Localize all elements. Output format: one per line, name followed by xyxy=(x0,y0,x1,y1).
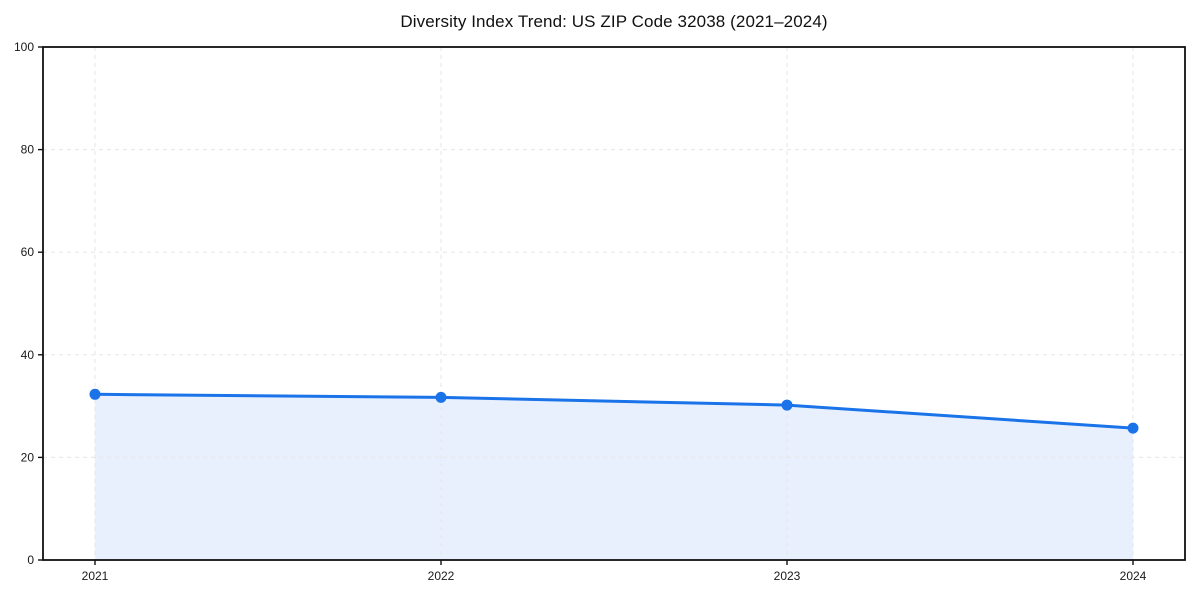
y-tick-label: 20 xyxy=(21,450,35,464)
plot-border xyxy=(42,46,1186,561)
y-tick-label: 0 xyxy=(27,553,34,567)
data-point-marker xyxy=(1127,422,1139,434)
data-point-marker xyxy=(435,391,447,403)
y-tick-label: 100 xyxy=(14,40,34,54)
x-tick-label: 2024 xyxy=(1120,569,1147,583)
data-point-marker xyxy=(89,388,101,400)
x-tick-label: 2021 xyxy=(82,569,109,583)
y-tick-label: 80 xyxy=(21,143,35,157)
x-tick-label: 2023 xyxy=(774,569,801,583)
y-tick-label: 40 xyxy=(21,348,35,362)
trend-line xyxy=(93,392,1135,430)
data-point-marker xyxy=(781,399,793,411)
chart-title: Diversity Index Trend: US ZIP Code 32038… xyxy=(400,12,828,31)
area-fill xyxy=(95,394,1133,560)
y-tick-label: 60 xyxy=(21,245,35,259)
x-tick-label: 2022 xyxy=(428,569,455,583)
